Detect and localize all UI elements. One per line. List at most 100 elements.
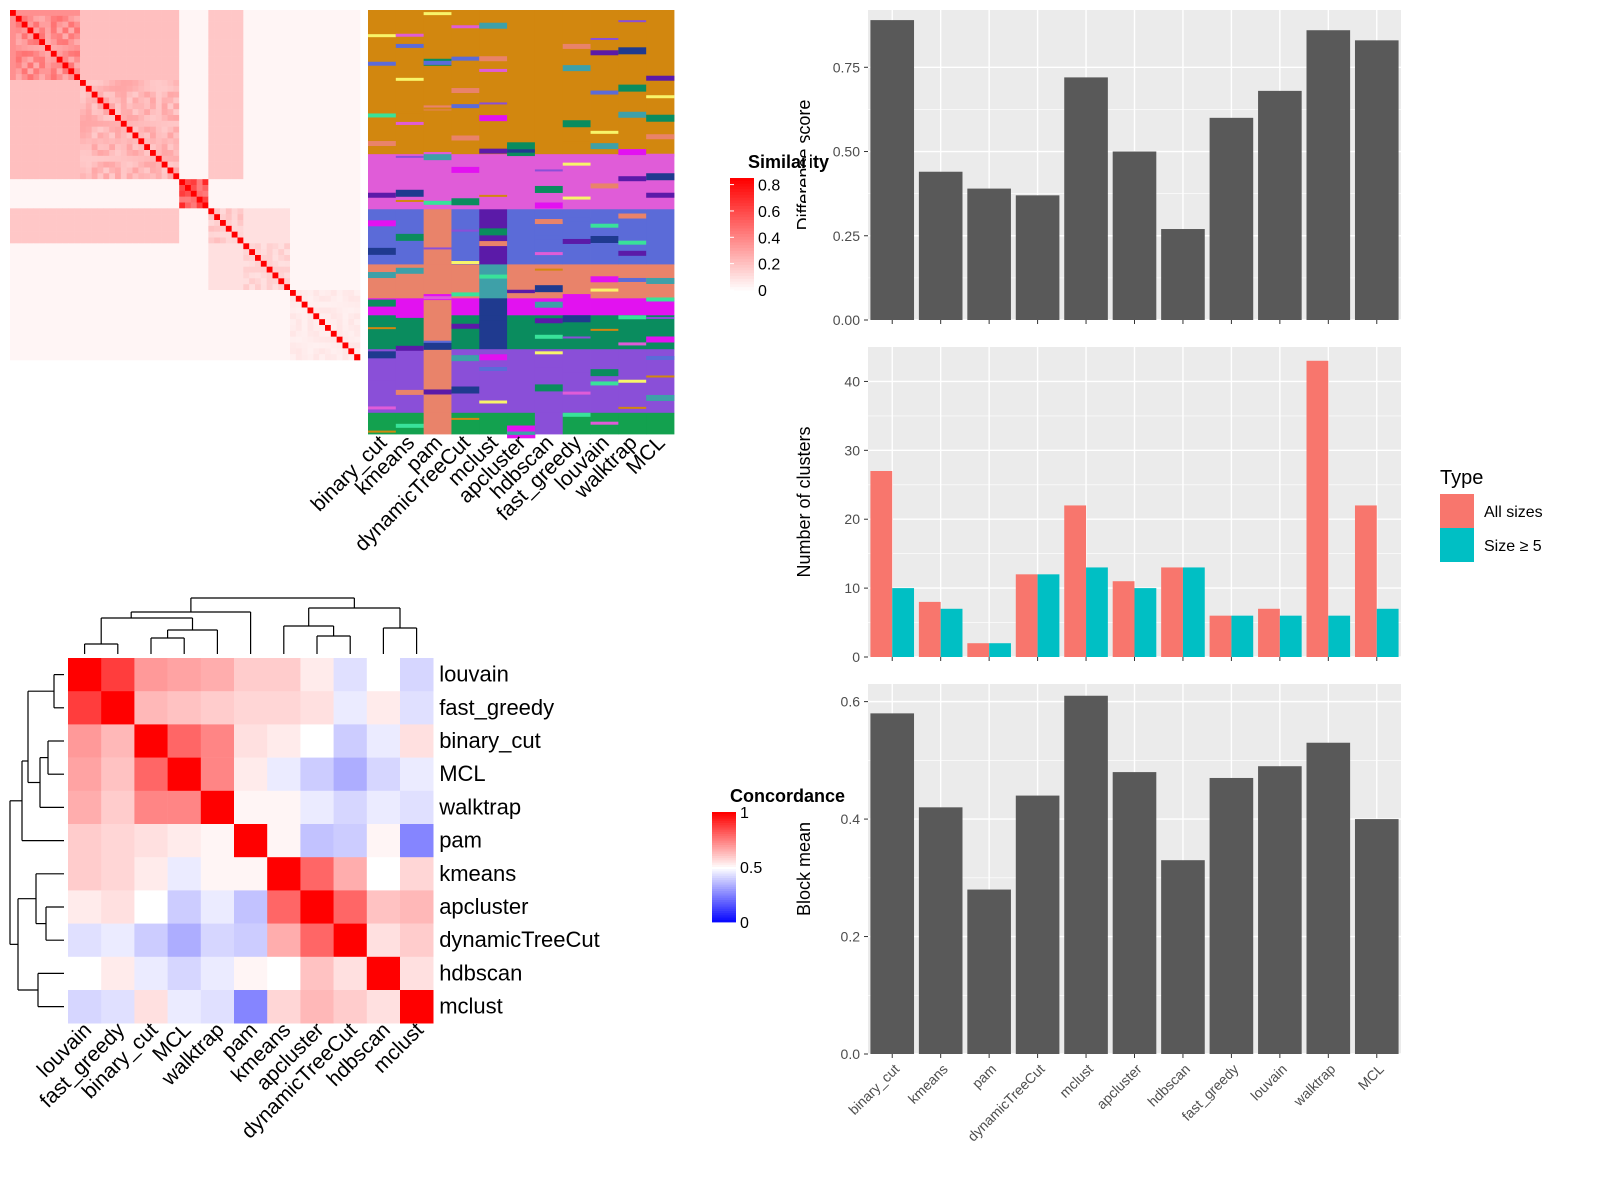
similarity-cell (301, 284, 308, 291)
similarity-legend-tick: 0 (758, 283, 767, 300)
label-cell (646, 173, 675, 181)
similarity-cell (278, 249, 285, 256)
similarity-cell (155, 179, 162, 186)
similarity-cell (313, 68, 320, 75)
similarity-cell (21, 33, 28, 40)
similarity-cell (295, 150, 302, 157)
similarity-cell (284, 284, 291, 291)
similarity-cell (266, 85, 273, 92)
similarity-cell (190, 290, 197, 297)
similarity-cell (278, 313, 285, 320)
similarity-cell (301, 45, 308, 52)
similarity-cell (249, 109, 256, 116)
similarity-cell (190, 249, 197, 256)
similarity-cell (120, 260, 127, 267)
similarity-cell (208, 202, 215, 209)
similarity-cell (33, 27, 40, 34)
similarity-cell (278, 115, 285, 122)
similarity-cell (325, 284, 332, 291)
similarity-cell (266, 237, 273, 244)
similarity-cell (161, 243, 168, 250)
similarity-cell (138, 348, 145, 355)
similarity-cell (45, 284, 52, 291)
similarity-cell (313, 50, 320, 57)
similarity-cell (196, 202, 203, 209)
similarity-cell (260, 284, 267, 291)
similarity-cell (272, 249, 279, 256)
similarity-cell (138, 290, 145, 297)
similarity-cell (249, 342, 256, 349)
similarity-cell (161, 85, 168, 92)
similarity-cell (249, 190, 256, 197)
similarity-cell (196, 56, 203, 63)
concordance-legend-step (712, 873, 736, 877)
similarity-cell (132, 167, 139, 174)
similarity-cell (190, 109, 197, 116)
similarity-cell (115, 150, 122, 157)
similarity-cell (301, 85, 308, 92)
similarity-cell (56, 27, 63, 34)
similarity-cell (348, 15, 355, 22)
similarity-cell (319, 179, 326, 186)
similarity-cell (190, 255, 197, 262)
similarity-cell (91, 144, 98, 151)
similarity-cell (342, 144, 349, 151)
similarity-cell (266, 39, 273, 46)
similarity-cell (62, 278, 69, 285)
similarity-cell (301, 150, 308, 157)
similarity-cell (50, 185, 57, 192)
similarity-cell (255, 80, 262, 87)
similarity-cell (126, 50, 133, 57)
similarity-cell (62, 103, 69, 110)
similarity-cell (132, 231, 139, 238)
similarity-cell (155, 167, 162, 174)
similarity-cell (155, 301, 162, 308)
similarity-cell (330, 68, 337, 75)
similarity-cell (150, 196, 157, 203)
similarity-cell (301, 225, 308, 232)
similarity-cell (237, 336, 244, 343)
similarity-cell (21, 295, 28, 302)
similarity-cell (45, 33, 52, 40)
x-tick-label: kmeans (905, 1061, 951, 1107)
similarity-cell (173, 173, 180, 180)
similarity-cell (301, 214, 308, 221)
similarity-cell (173, 185, 180, 192)
similarity-cell (185, 231, 192, 238)
similarity-cell (161, 115, 168, 122)
similarity-cell (313, 80, 320, 87)
similarity-cell (68, 220, 75, 227)
similarity-cell (272, 342, 279, 349)
similarity-cell (27, 126, 34, 133)
similarity-cell (91, 39, 98, 46)
similarity-cell (10, 330, 17, 337)
similarity-cell (109, 214, 116, 221)
similarity-cell (109, 190, 116, 197)
similarity-cell (74, 91, 81, 98)
similarity-cell (45, 15, 52, 22)
similarity-cell (325, 307, 332, 314)
similarity-cell (190, 173, 197, 180)
similarity-cell (103, 284, 110, 291)
similarity-cell (348, 196, 355, 203)
similarity-cell (214, 354, 221, 361)
similarity-cell (284, 155, 291, 162)
similarity-cell (214, 120, 221, 127)
similarity-cell (126, 138, 133, 145)
similarity-cell (10, 272, 17, 279)
similarity-cell (266, 214, 273, 221)
similarity-cell (62, 225, 69, 232)
similarity-cell (325, 214, 332, 221)
similarity-cell (91, 155, 98, 162)
similarity-cell (313, 185, 320, 192)
similarity-cell (138, 220, 145, 227)
similarity-cell (348, 266, 355, 273)
similarity-cell (80, 50, 87, 57)
similarity-cell (33, 225, 40, 232)
bar (967, 889, 1011, 1054)
concordance-row-label: apcluster (439, 894, 528, 919)
similarity-cell (167, 155, 174, 162)
similarity-cell (325, 91, 332, 98)
concordance-cell (300, 990, 334, 1024)
similarity-cell (336, 132, 343, 139)
